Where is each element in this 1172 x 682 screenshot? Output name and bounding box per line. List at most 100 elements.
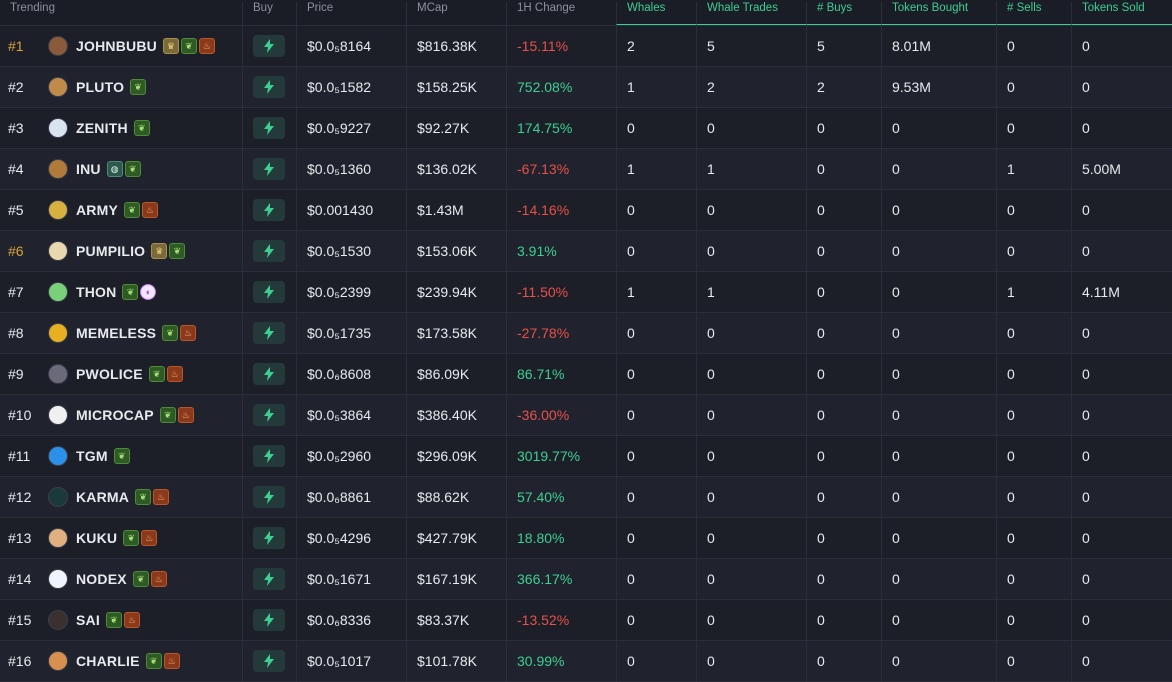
token-cell[interactable]: #1 JOHNBUBU ♛ ❦ ♨ bbox=[0, 26, 242, 66]
token-name[interactable]: ARMY bbox=[76, 202, 119, 218]
header-buy[interactable]: Buy bbox=[242, 2, 296, 25]
buys-value: 2 bbox=[806, 67, 881, 107]
buy-button[interactable] bbox=[253, 240, 285, 262]
token-cell[interactable]: #7 THON ❦ ◐ bbox=[0, 272, 242, 312]
buy-button[interactable] bbox=[253, 568, 285, 590]
buys-value: 0 bbox=[806, 190, 881, 230]
buy-button[interactable] bbox=[253, 281, 285, 303]
token-cell[interactable]: #11 TGM ❦ bbox=[0, 436, 242, 476]
token-name[interactable]: KUKU bbox=[76, 530, 118, 546]
sprout-icon: ❦ bbox=[169, 243, 186, 259]
sells-value: 1 bbox=[996, 272, 1071, 312]
buy-button[interactable] bbox=[253, 322, 285, 344]
change-value: -36.00% bbox=[506, 395, 616, 435]
table-row[interactable]: #10 MICROCAP ❦ ♨ $0.0₅3864 $386.40K -36.0… bbox=[0, 395, 1172, 436]
whales-value: 1 bbox=[616, 67, 696, 107]
table-row[interactable]: #6 PUMPILIO ♛ ❦ $0.0₅1530 $153.06K 3.91% … bbox=[0, 231, 1172, 272]
badge-group: ❦ ♨ bbox=[145, 653, 182, 669]
table-row[interactable]: #8 MEMELESS ❦ ♨ $0.0₅1735 $173.58K -27.78… bbox=[0, 313, 1172, 354]
token-name[interactable]: NODEX bbox=[76, 571, 127, 587]
token-name[interactable]: TGM bbox=[76, 448, 108, 464]
buy-button[interactable] bbox=[253, 363, 285, 385]
whale-trades-value: 1 bbox=[696, 149, 806, 189]
token-cell[interactable]: #15 SAI ❦ ♨ bbox=[0, 600, 242, 640]
table-row[interactable]: #13 KUKU ❦ ♨ $0.0₅4296 $427.79K 18.80% 0 … bbox=[0, 518, 1172, 559]
token-cell[interactable]: #3 ZENITH ❦ bbox=[0, 108, 242, 148]
token-name[interactable]: THON bbox=[76, 284, 117, 300]
table-row[interactable]: #14 NODEX ❦ ♨ $0.0₅1671 $167.19K 366.17% … bbox=[0, 559, 1172, 600]
header-whale-trades[interactable]: Whale Trades bbox=[696, 2, 806, 25]
change-value: -15.11% bbox=[506, 26, 616, 66]
table-row[interactable]: #7 THON ❦ ◐ $0.0₅2399 $239.94K -11.50% 1 … bbox=[0, 272, 1172, 313]
mcap-value: $88.62K bbox=[406, 477, 506, 517]
buy-cell bbox=[242, 600, 296, 640]
buy-button[interactable] bbox=[253, 609, 285, 631]
header-change[interactable]: 1H Change bbox=[506, 2, 616, 25]
token-cell[interactable]: #12 KARMA ❦ ♨ bbox=[0, 477, 242, 517]
tokens-bought-value: 0 bbox=[881, 149, 996, 189]
buy-button[interactable] bbox=[253, 199, 285, 221]
token-cell[interactable]: #6 PUMPILIO ♛ ❦ bbox=[0, 231, 242, 271]
token-name[interactable]: MICROCAP bbox=[76, 407, 154, 423]
lightning-icon bbox=[264, 80, 274, 94]
header-whales[interactable]: Whales bbox=[616, 2, 696, 25]
table-row[interactable]: #1 JOHNBUBU ♛ ❦ ♨ $0.0₅8164 $816.38K -15.1… bbox=[0, 26, 1172, 67]
token-name[interactable]: ZENITH bbox=[76, 120, 128, 136]
table-row[interactable]: #12 KARMA ❦ ♨ $0.0₆8861 $88.62K 57.40% 0 … bbox=[0, 477, 1172, 518]
token-name[interactable]: INU bbox=[76, 161, 101, 177]
token-cell[interactable]: #13 KUKU ❦ ♨ bbox=[0, 518, 242, 558]
table-row[interactable]: #11 TGM ❦ $0.0₅2960 $296.09K 3019.77% 0 … bbox=[0, 436, 1172, 477]
header-tokens-sold[interactable]: Tokens Sold bbox=[1071, 2, 1172, 25]
token-avatar bbox=[48, 364, 68, 384]
token-name[interactable]: MEMELESS bbox=[76, 325, 157, 341]
table-row[interactable]: #16 CHARLIE ❦ ♨ $0.0₅1017 $101.78K 30.99%… bbox=[0, 641, 1172, 682]
token-cell[interactable]: #8 MEMELESS ❦ ♨ bbox=[0, 313, 242, 353]
table-row[interactable]: #4 INU ◍ ❦ $0.0₅1360 $136.02K -67.13% 1 1… bbox=[0, 149, 1172, 190]
table-row[interactable]: #9 PWOLICE ❦ ♨ $0.0₆8608 $86.09K 86.71% 0… bbox=[0, 354, 1172, 395]
header-tokens-bought[interactable]: Tokens Bought bbox=[881, 2, 996, 25]
token-name[interactable]: PLUTO bbox=[76, 79, 125, 95]
header-buys[interactable]: # Buys bbox=[806, 2, 881, 25]
badge-group: ❦ ♨ bbox=[162, 325, 198, 341]
whale-trades-value: 0 bbox=[696, 108, 806, 148]
buy-button[interactable] bbox=[253, 445, 285, 467]
token-name[interactable]: CHARLIE bbox=[76, 653, 140, 669]
token-name[interactable]: SAI bbox=[76, 612, 100, 628]
table-row[interactable]: #2 PLUTO ❦ $0.0₅1582 $158.25K 752.08% 1 … bbox=[0, 67, 1172, 108]
table-row[interactable]: #5 ARMY ❦ ♨ $0.001430 $1.43M -14.16% 0 0 … bbox=[0, 190, 1172, 231]
buy-button[interactable] bbox=[253, 117, 285, 139]
header-trending[interactable]: Trending bbox=[10, 2, 55, 14]
buy-button[interactable] bbox=[253, 158, 285, 180]
buy-button[interactable] bbox=[253, 486, 285, 508]
buy-button[interactable] bbox=[253, 650, 285, 672]
token-name[interactable]: PUMPILIO bbox=[76, 243, 146, 259]
token-cell[interactable]: #10 MICROCAP ❦ ♨ bbox=[0, 395, 242, 435]
buy-button[interactable] bbox=[253, 527, 285, 549]
buy-button[interactable] bbox=[253, 35, 285, 57]
token-cell[interactable]: #9 PWOLICE ❦ ♨ bbox=[0, 354, 242, 394]
header-mcap[interactable]: MCap bbox=[406, 2, 506, 25]
mcap-value: $296.09K bbox=[406, 436, 506, 476]
tokens-bought-value: 0 bbox=[881, 190, 996, 230]
tokens-bought-value: 8.01M bbox=[881, 26, 996, 66]
mcap-value: $1.43M bbox=[406, 190, 506, 230]
header-price[interactable]: Price bbox=[296, 2, 406, 25]
whales-value: 1 bbox=[616, 149, 696, 189]
token-cell[interactable]: #2 PLUTO ❦ bbox=[0, 67, 242, 107]
sprout-icon: ❦ bbox=[124, 161, 141, 177]
buy-button[interactable] bbox=[253, 76, 285, 98]
token-name[interactable]: JOHNBUBU bbox=[76, 38, 157, 54]
token-name[interactable]: KARMA bbox=[76, 489, 130, 505]
token-cell[interactable]: #5 ARMY ❦ ♨ bbox=[0, 190, 242, 230]
token-name[interactable]: PWOLICE bbox=[76, 366, 143, 382]
mcap-value: $427.79K bbox=[406, 518, 506, 558]
table-row[interactable]: #3 ZENITH ❦ $0.0₅9227 $92.27K 174.75% 0 … bbox=[0, 108, 1172, 149]
buy-cell bbox=[242, 231, 296, 271]
table-row[interactable]: #15 SAI ❦ ♨ $0.0₆8336 $83.37K -13.52% 0 0… bbox=[0, 600, 1172, 641]
sprout-icon: ❦ bbox=[123, 530, 140, 546]
token-cell[interactable]: #14 NODEX ❦ ♨ bbox=[0, 559, 242, 599]
buy-button[interactable] bbox=[253, 404, 285, 426]
header-sells[interactable]: # Sells bbox=[996, 2, 1071, 25]
token-cell[interactable]: #4 INU ◍ ❦ bbox=[0, 149, 242, 189]
token-cell[interactable]: #16 CHARLIE ❦ ♨ bbox=[0, 641, 242, 681]
